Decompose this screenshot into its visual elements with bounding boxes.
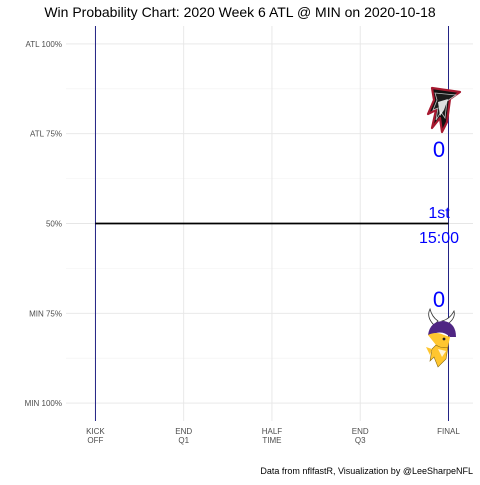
x-tick-labels: KICK OFF END Q1 HALF TIME END Q3 FINAL — [86, 427, 460, 445]
x-tick-label: KICK OFF — [86, 427, 105, 445]
y-tick-label: 50% — [46, 220, 62, 229]
chart-title: Win Probability Chart: 2020 Week 6 ATL @… — [44, 4, 436, 20]
home-score: 0 — [433, 287, 445, 312]
x-tick-label: END Q1 — [175, 427, 192, 445]
away-score: 0 — [433, 137, 445, 162]
y-tick-labels: ATL 100% ATL 75% 50% MIN 75% MIN 100% — [25, 40, 62, 408]
x-tick-label: END Q3 — [352, 427, 369, 445]
falcons-logo — [426, 86, 462, 134]
x-tick-label: HALF TIME — [262, 427, 283, 445]
y-tick-label: ATL 100% — [26, 40, 62, 49]
quarter-label: 1st — [428, 205, 450, 222]
y-tick-label: MIN 100% — [25, 399, 62, 408]
x-tick-label: FINAL — [437, 427, 460, 436]
y-tick-label: ATL 75% — [30, 130, 62, 139]
chart-caption: Data from nflfastR, Visualization by @Le… — [260, 466, 473, 476]
game-clock: 15:00 — [419, 230, 459, 247]
vikings-logo — [426, 307, 456, 368]
y-tick-label: MIN 75% — [29, 309, 62, 318]
